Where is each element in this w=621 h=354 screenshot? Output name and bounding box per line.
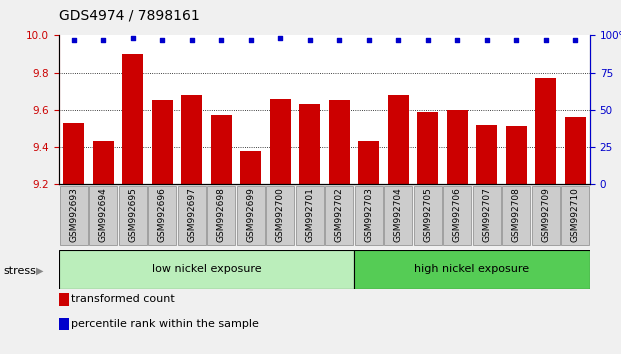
Point	[541, 37, 551, 43]
Point	[393, 37, 403, 43]
Text: low nickel exposure: low nickel exposure	[152, 264, 261, 274]
Bar	[93, 141, 114, 184]
Text: GSM992702: GSM992702	[335, 188, 343, 242]
Text: GSM992696: GSM992696	[158, 188, 166, 242]
Text: GSM992710: GSM992710	[571, 188, 579, 242]
FancyBboxPatch shape	[561, 186, 589, 245]
Bar	[270, 99, 291, 184]
Text: GSM992706: GSM992706	[453, 188, 461, 242]
Point	[246, 37, 256, 43]
Bar	[388, 95, 409, 184]
Text: GSM992701: GSM992701	[306, 188, 314, 242]
Point	[570, 37, 580, 43]
Text: GSM992694: GSM992694	[99, 188, 107, 242]
Text: GSM992708: GSM992708	[512, 188, 520, 242]
FancyBboxPatch shape	[119, 186, 147, 245]
FancyBboxPatch shape	[502, 186, 530, 245]
FancyBboxPatch shape	[443, 186, 471, 245]
Point	[69, 37, 79, 43]
Text: GSM992704: GSM992704	[394, 188, 402, 242]
Bar	[63, 123, 84, 184]
Text: GSM992707: GSM992707	[483, 188, 491, 242]
Point	[305, 37, 315, 43]
Text: GSM992705: GSM992705	[424, 188, 432, 242]
Bar	[181, 95, 202, 184]
Bar	[240, 150, 261, 184]
Bar	[476, 125, 497, 184]
Point	[187, 37, 197, 43]
Text: GSM992695: GSM992695	[129, 188, 137, 242]
FancyBboxPatch shape	[266, 186, 294, 245]
Point	[157, 37, 167, 43]
FancyBboxPatch shape	[384, 186, 412, 245]
Point	[452, 37, 462, 43]
Point	[334, 37, 344, 43]
Bar	[358, 141, 379, 184]
Text: GSM992697: GSM992697	[188, 188, 196, 242]
FancyBboxPatch shape	[207, 186, 235, 245]
Text: GDS4974 / 7898161: GDS4974 / 7898161	[59, 9, 200, 23]
Bar	[506, 126, 527, 184]
Point	[128, 35, 138, 41]
Text: GSM992703: GSM992703	[365, 188, 373, 242]
Text: GSM992693: GSM992693	[70, 188, 78, 242]
Text: GSM992709: GSM992709	[542, 188, 550, 242]
Point	[423, 37, 433, 43]
Point	[511, 37, 521, 43]
Text: stress: stress	[3, 266, 36, 276]
FancyBboxPatch shape	[60, 186, 88, 245]
Bar	[329, 101, 350, 184]
FancyBboxPatch shape	[414, 186, 442, 245]
Text: high nickel exposure: high nickel exposure	[414, 264, 530, 274]
FancyBboxPatch shape	[237, 186, 265, 245]
Point	[275, 35, 285, 41]
FancyBboxPatch shape	[532, 186, 560, 245]
Bar	[447, 110, 468, 184]
Bar	[565, 117, 586, 184]
FancyBboxPatch shape	[473, 186, 501, 245]
Text: GSM992699: GSM992699	[247, 188, 255, 242]
Bar	[152, 101, 173, 184]
Text: GSM992700: GSM992700	[276, 188, 284, 242]
Text: transformed count: transformed count	[71, 294, 175, 304]
Point	[482, 37, 492, 43]
FancyBboxPatch shape	[296, 186, 324, 245]
FancyBboxPatch shape	[325, 186, 353, 245]
Bar	[122, 54, 143, 184]
FancyBboxPatch shape	[89, 186, 117, 245]
Bar	[211, 115, 232, 184]
Bar	[417, 112, 438, 184]
Text: GSM992698: GSM992698	[217, 188, 225, 242]
Bar	[535, 78, 556, 184]
Text: percentile rank within the sample: percentile rank within the sample	[71, 319, 260, 329]
Point	[98, 37, 108, 43]
FancyBboxPatch shape	[178, 186, 206, 245]
Bar	[299, 104, 320, 184]
Point	[216, 37, 226, 43]
Text: ▶: ▶	[36, 266, 43, 276]
Point	[364, 37, 374, 43]
Bar	[354, 250, 590, 289]
FancyBboxPatch shape	[148, 186, 176, 245]
FancyBboxPatch shape	[355, 186, 383, 245]
Bar	[59, 250, 354, 289]
